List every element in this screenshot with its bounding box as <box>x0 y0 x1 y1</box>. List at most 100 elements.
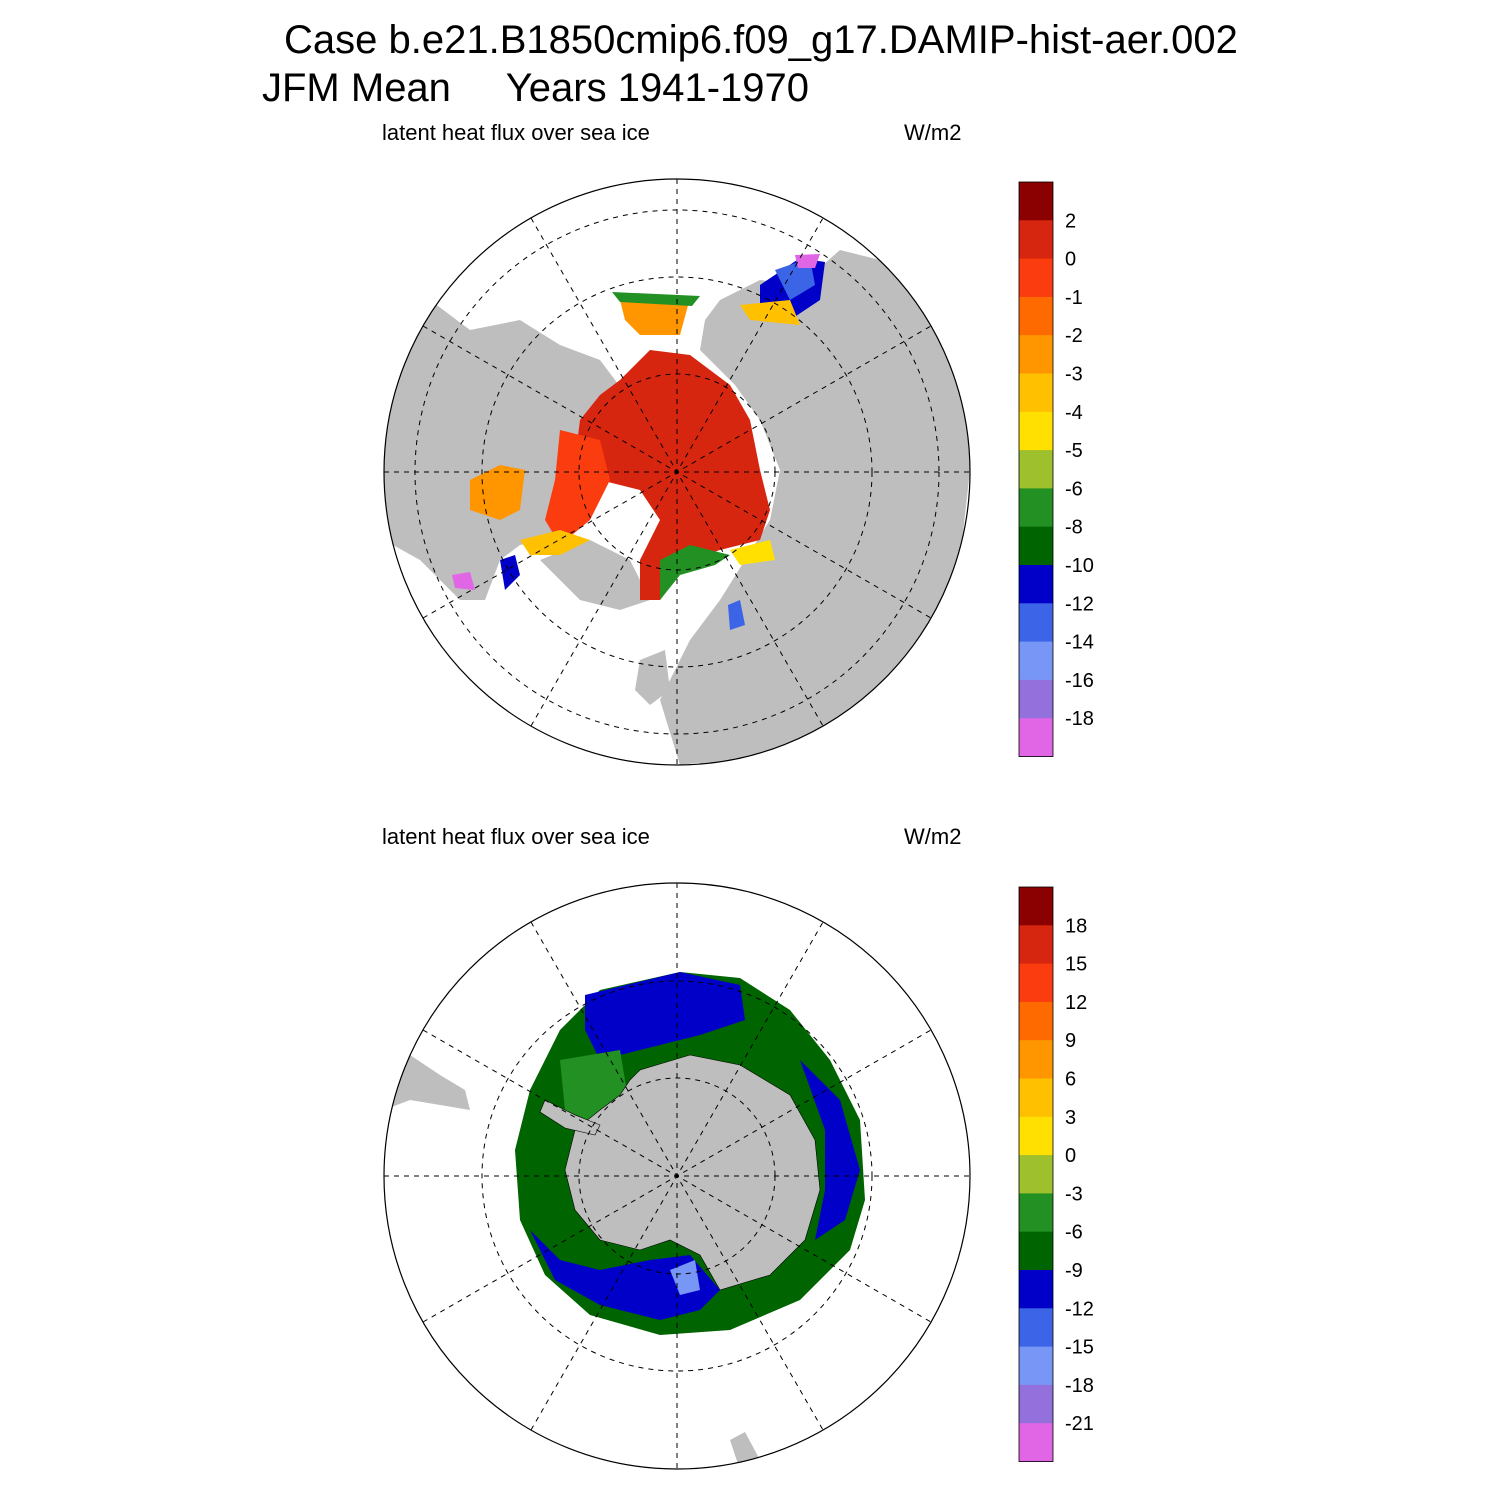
north-colorbar-tick-label: -8 <box>1065 517 1083 539</box>
north-colorbar-tick-label: -14 <box>1065 632 1094 654</box>
south-colorbar-tick-label: 12 <box>1065 992 1087 1014</box>
south-colorbar-swatch <box>1019 1078 1053 1118</box>
north-colorbar-swatch <box>1019 411 1053 451</box>
south-colorbar-swatch <box>1019 1346 1053 1386</box>
south-colorbar-tick-label: -6 <box>1065 1222 1083 1244</box>
north-colorbar-tick-label: -10 <box>1065 555 1094 577</box>
south-colorbar-swatch <box>1019 963 1053 1003</box>
south-colorbar-tick-label: -15 <box>1065 1337 1094 1359</box>
south-colorbar-tick-label: 0 <box>1065 1145 1076 1167</box>
north-colorbar-swatch <box>1019 679 1053 719</box>
weddell-sea-ice <box>585 972 745 1060</box>
britain-island <box>635 650 670 705</box>
hudson-bay-ice <box>470 465 525 520</box>
north-colorbar-tick-label: -5 <box>1065 440 1083 462</box>
south-colorbar-swatch <box>1019 1116 1053 1156</box>
barents-ice-edge <box>730 540 775 565</box>
south-polar-map <box>383 882 971 1470</box>
arctic-central-ice <box>575 350 770 600</box>
south-colorbar-tick-label: -12 <box>1065 1298 1094 1320</box>
south-colorbar-tick-label: -18 <box>1065 1375 1094 1397</box>
eurasia-landmass <box>660 250 970 765</box>
bering-ice-edge <box>612 292 700 306</box>
south-colorbar-frame <box>1018 886 1054 1462</box>
north-colorbar-tick-label: -18 <box>1065 708 1094 730</box>
south-colorbar-swatch <box>1019 1040 1053 1079</box>
okhotsk-ice-outer <box>740 300 800 325</box>
south-colorbar-swatch <box>1019 1193 1053 1233</box>
north-sea-ice-field <box>452 254 825 630</box>
okhotsk-ice-core <box>795 254 820 268</box>
south-colorbar-swatch <box>1019 887 1053 926</box>
north-colorbar-swatch <box>1019 718 1053 757</box>
south-colorbar-tick-label: -9 <box>1065 1260 1083 1282</box>
north-panel-variable-label: latent heat flux over sea ice <box>382 120 650 145</box>
north-colorbar-swatch <box>1019 526 1053 566</box>
north-colorbar-swatch <box>1019 296 1053 336</box>
north-america-landmass <box>384 300 640 600</box>
labrador-ice-edge <box>500 555 520 590</box>
south-colorbar-tick-label: -3 <box>1065 1183 1083 1205</box>
south-panel-variable-label: latent heat flux over sea ice <box>382 824 650 849</box>
okhotsk-ice-inner <box>775 258 815 300</box>
baltic-ice <box>728 600 745 630</box>
south-colorbar-swatch <box>1019 1308 1053 1348</box>
south-colorbar-swatch <box>1019 1384 1053 1424</box>
north-map-graticule <box>384 179 970 765</box>
north-colorbar-swatch <box>1019 450 1053 489</box>
south-colorbar-swatch <box>1019 1270 1053 1309</box>
ross-sea-ice <box>530 1230 720 1320</box>
north-colorbar-tick-label: -6 <box>1065 478 1083 500</box>
north-map-boundary <box>383 178 971 766</box>
north-colorbar-swatch <box>1019 565 1053 604</box>
south-colorbar-swatch <box>1019 1155 1053 1194</box>
greenland-sea-ice-margin <box>660 545 730 600</box>
north-colorbar-frame <box>1018 181 1054 757</box>
north-colorbar-swatch <box>1019 220 1053 260</box>
greenland-landmass <box>540 540 650 610</box>
north-colorbar: 2 0 -1 -2 -3 -4 -5 -6 -8 -10 -12 -14 -16 -18 <box>1018 181 1094 757</box>
south-sea-ice-field <box>515 972 865 1335</box>
siberia-peninsula <box>800 255 870 320</box>
south-colorbar-swatch <box>1019 925 1053 965</box>
north-colorbar-swatch <box>1019 603 1053 643</box>
st-lawrence-ice <box>452 572 475 590</box>
bering-ice <box>620 298 690 335</box>
north-colorbar-tick-label: 2 <box>1065 210 1076 232</box>
north-colorbar-tick-label: -12 <box>1065 593 1094 615</box>
north-colorbar-tick-label: -2 <box>1065 325 1083 347</box>
north-colorbar-swatch <box>1019 182 1053 221</box>
south-colorbar-tick-label: -21 <box>1065 1413 1094 1435</box>
north-polar-map <box>383 178 971 766</box>
south-colorbar-tick-label: 18 <box>1065 915 1087 937</box>
north-panel-units-label: W/m2 <box>904 120 962 145</box>
canadian-archipelago-ice <box>545 430 610 545</box>
south-colorbar-swatch <box>1019 1001 1053 1041</box>
south-colorbar-swatch <box>1019 1231 1053 1271</box>
north-colorbar-tick-label: -4 <box>1065 402 1083 424</box>
north-colorbar-swatch <box>1019 488 1053 528</box>
south-colorbar-tick-label: 9 <box>1065 1030 1076 1052</box>
south-colorbar-tick-label: 6 <box>1065 1069 1076 1091</box>
south-colorbar-tick-label: 15 <box>1065 954 1087 976</box>
north-colorbar-swatch <box>1019 258 1053 298</box>
south-colorbar-swatch <box>1019 1423 1053 1462</box>
figure-title-case: Case b.e21.B1850cmip6.f09_g17.DAMIP-hist… <box>284 18 1238 62</box>
south-colorbar-tick-label: 3 <box>1065 1107 1076 1129</box>
south-map-graticule <box>384 883 970 1469</box>
south-panel-units-label: W/m2 <box>904 824 962 849</box>
north-colorbar-tick-label: 0 <box>1065 249 1076 271</box>
europe-south <box>690 690 800 765</box>
antarctic-peninsula <box>539 1099 601 1136</box>
north-colorbar-swatch <box>1019 335 1053 374</box>
north-colorbar-tick-label: -3 <box>1065 364 1083 386</box>
north-colorbar-tick-label: -1 <box>1065 287 1083 309</box>
north-colorbar-swatch <box>1019 373 1053 413</box>
north-colorbar-swatch <box>1019 641 1053 681</box>
antarctica-landmass <box>564 1054 821 1291</box>
north-colorbar-tick-label: -16 <box>1065 670 1094 692</box>
south-colorbar: 18 15 12 9 6 3 0 -3 -6 -9 -12 -15 -18 -21 <box>1018 886 1094 1462</box>
south-america-landmass <box>384 1030 470 1110</box>
figure-title-season: JFM Mean Years 1941-1970 <box>262 66 809 110</box>
